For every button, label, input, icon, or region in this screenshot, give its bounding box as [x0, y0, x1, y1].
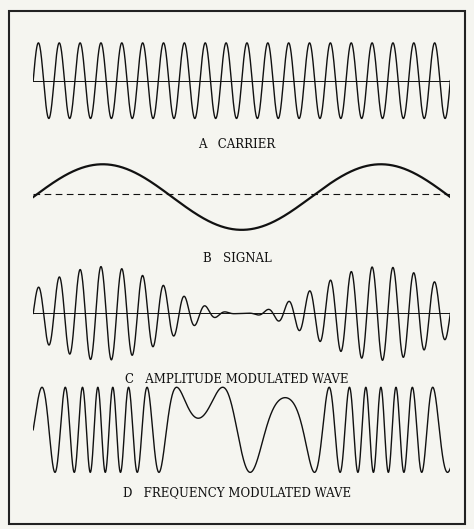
Text: D   FREQUENCY MODULATED WAVE: D FREQUENCY MODULATED WAVE [123, 487, 351, 499]
FancyBboxPatch shape [9, 11, 465, 524]
Text: C   AMPLITUDE MODULATED WAVE: C AMPLITUDE MODULATED WAVE [125, 373, 349, 386]
Text: B   SIGNAL: B SIGNAL [202, 252, 272, 264]
Text: A   CARRIER: A CARRIER [199, 139, 275, 151]
